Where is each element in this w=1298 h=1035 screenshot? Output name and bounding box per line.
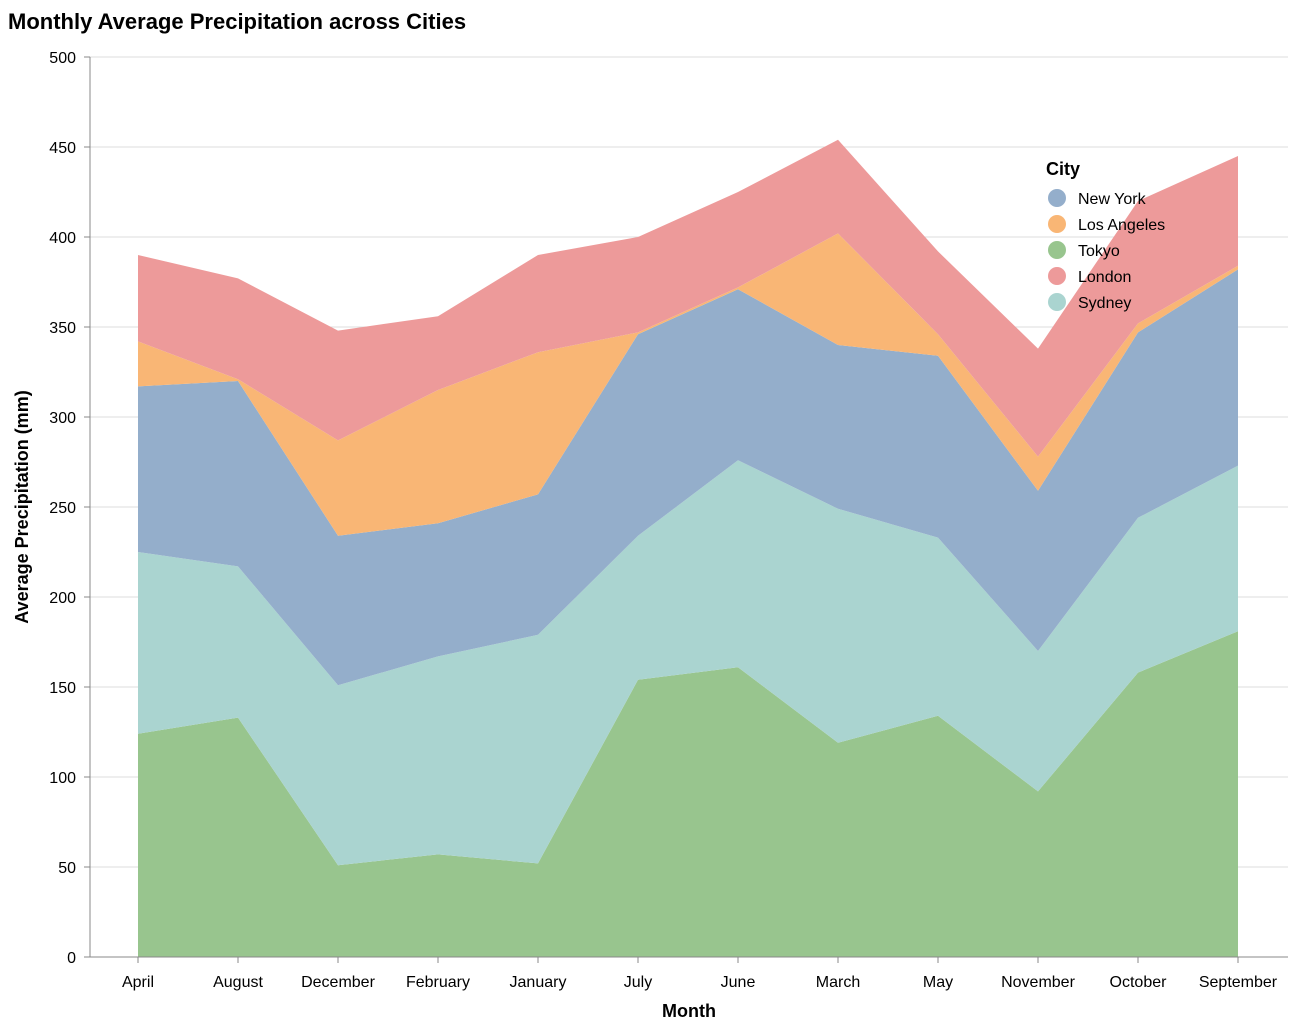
legend-swatch-tokyo bbox=[1048, 241, 1066, 259]
y-tick-label-500: 500 bbox=[49, 50, 76, 67]
legend: City New York Los Angeles Tokyo London Sydne… bbox=[1046, 159, 1165, 312]
x-tick-label-august: August bbox=[213, 974, 263, 991]
legend-label-london: London bbox=[1078, 269, 1131, 286]
y-tick-label-350: 350 bbox=[49, 320, 76, 337]
area-los-angeles bbox=[138, 233, 1238, 536]
x-tick-label-december: December bbox=[301, 974, 375, 991]
y-tick-label-450: 450 bbox=[49, 140, 76, 157]
legend-swatch-los-angeles bbox=[1048, 215, 1066, 233]
area-tokyo bbox=[138, 631, 1238, 957]
x-tick-label-june: June bbox=[721, 974, 756, 991]
legend-title: City bbox=[1046, 159, 1080, 179]
legend-label-sydney: Sydney bbox=[1078, 295, 1131, 312]
x-tick-label-july: July bbox=[624, 974, 652, 991]
x-tick-label-september: September bbox=[1199, 974, 1278, 991]
y-tick-label-150: 150 bbox=[49, 680, 76, 697]
x-tick-label-february: February bbox=[406, 974, 470, 991]
x-tick-label-november: November bbox=[1001, 974, 1075, 991]
legend-label-tokyo: Tokyo bbox=[1078, 243, 1120, 260]
y-tick-label-0: 0 bbox=[67, 950, 76, 967]
x-axis-title: Month bbox=[662, 1001, 716, 1021]
y-axis-title: Average Precipitation (mm) bbox=[12, 390, 32, 623]
x-tick-label-april: April bbox=[122, 974, 154, 991]
area-new-york bbox=[138, 269, 1238, 686]
x-tick-label-march: March bbox=[816, 974, 860, 991]
legend-swatch-new-york bbox=[1048, 189, 1066, 207]
y-tick-label-50: 50 bbox=[58, 860, 76, 877]
y-tick-label-250: 250 bbox=[49, 500, 76, 517]
legend-swatch-london bbox=[1048, 267, 1066, 285]
area-layer bbox=[138, 139, 1238, 957]
y-tick-label-200: 200 bbox=[49, 590, 76, 607]
area-sydney bbox=[138, 460, 1238, 866]
x-tick-label-october: October bbox=[1110, 974, 1168, 991]
legend-swatch-sydney bbox=[1048, 293, 1066, 311]
area-london bbox=[138, 139, 1238, 457]
chart-title: Monthly Average Precipitation across Cit… bbox=[8, 9, 466, 34]
x-tick-label-january: January bbox=[510, 974, 567, 991]
legend-label-new-york: New York bbox=[1078, 191, 1147, 208]
legend-label-los-angeles: Los Angeles bbox=[1078, 217, 1165, 234]
axis-layer: 0 50 100 150 200 250 300 350 400 450 500 April Augus… bbox=[49, 50, 1288, 991]
y-tick-label-100: 100 bbox=[49, 770, 76, 787]
y-tick-label-400: 400 bbox=[49, 230, 76, 247]
y-tick-label-300: 300 bbox=[49, 410, 76, 427]
x-tick-label-may: May bbox=[923, 974, 953, 991]
